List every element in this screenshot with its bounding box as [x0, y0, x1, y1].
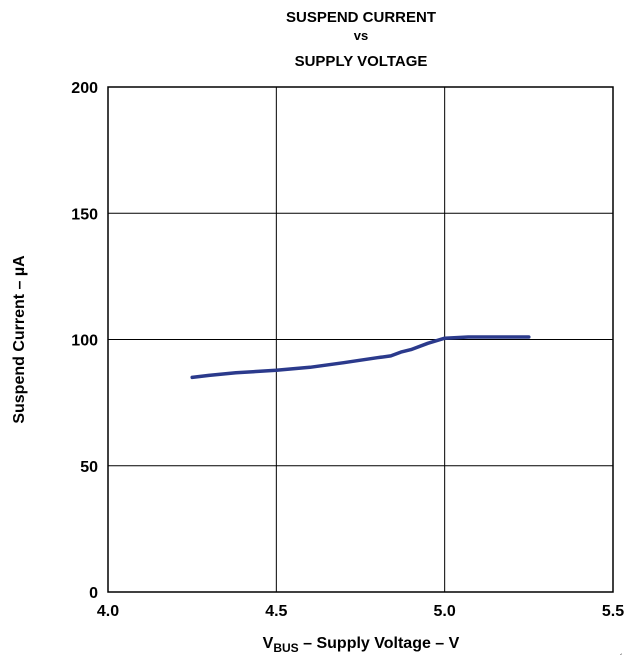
x-axis-label-subscript: BUS: [273, 641, 298, 655]
x-tick-label: 4.0: [97, 603, 119, 620]
y-tick-label: 200: [71, 80, 98, 97]
y-tick-label: 50: [80, 459, 98, 476]
x-tick-label: 5.5: [602, 603, 624, 620]
x-tick-label: 5.0: [434, 603, 456, 620]
x-axis-label: VBUS – Supply Voltage – V: [263, 635, 460, 655]
x-tick-labels: 4.0 4.5 5.0 5.5: [97, 603, 624, 620]
x-axis-label-prefix: V: [263, 635, 274, 652]
chart-title-line-1: SUSPEND CURRENT: [286, 9, 436, 26]
chart-title-line-3: SUPPLY VOLTAGE: [295, 53, 428, 70]
y-tick-label: 150: [71, 206, 98, 223]
y-axis-label: Suspend Current – µA: [11, 255, 28, 424]
chart-title-line-2: vs: [354, 28, 368, 43]
y-tick-label: 0: [89, 585, 98, 602]
series-line: [190, 335, 531, 380]
x-tick-label: 4.5: [265, 603, 287, 620]
y-tick-label: 100: [71, 333, 98, 350]
grid-lines: [108, 87, 613, 592]
x-axis-label-suffix: – Supply Voltage – V: [299, 635, 460, 652]
y-tick-labels: 0 50 100 150 200: [71, 80, 98, 602]
plot-frame: [107, 86, 614, 593]
corner-mark: ´: [620, 653, 623, 662]
